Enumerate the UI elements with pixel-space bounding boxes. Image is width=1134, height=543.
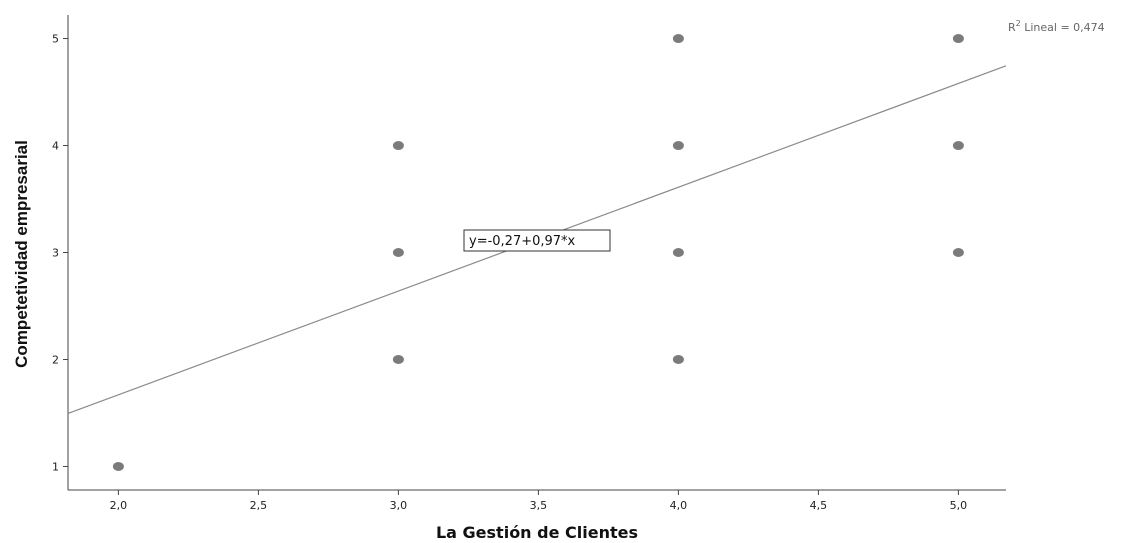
- x-tick-label: 4,0: [670, 499, 688, 512]
- x-ticks: 2,0 2,5 3,0 3,5 4,0 4,5 5,0: [110, 490, 968, 512]
- data-point: [392, 141, 404, 151]
- y-tick-label: 3: [52, 247, 59, 260]
- y-tick-label: 4: [52, 140, 59, 153]
- x-tick-label: 4,5: [810, 499, 828, 512]
- data-point: [112, 461, 124, 471]
- data-point: [392, 354, 404, 364]
- equation-text: y=-0,27+0,97*x: [469, 234, 576, 249]
- equation-box: [463, 229, 611, 252]
- x-axis-title: La Gestión de Clientes: [436, 523, 638, 542]
- data-point: [672, 141, 684, 151]
- x-tick-label: 3,5: [530, 499, 548, 512]
- data-point: [672, 354, 684, 364]
- data-point: [952, 34, 964, 44]
- x-tick-label: 5,0: [950, 499, 968, 512]
- r2-label: R2 Lineal = 0,474: [1008, 19, 1105, 34]
- data-point: [392, 248, 404, 257]
- y-axis-title: Competetividad empresarial: [12, 140, 31, 368]
- y-tick-label: 5: [52, 33, 59, 46]
- data-point: [952, 248, 964, 257]
- axes: [67, 15, 1006, 491]
- y-ticks: 1 2 3 4 5: [52, 33, 68, 473]
- data-point: [672, 34, 684, 44]
- x-tick-label: 3,0: [390, 499, 408, 512]
- y-tick-label: 2: [52, 353, 59, 366]
- data-point: [672, 248, 684, 257]
- x-tick-label: 2,0: [110, 499, 128, 512]
- y-tick-label: 1: [52, 460, 59, 473]
- points: [112, 34, 964, 471]
- x-tick-label: 2,5: [250, 499, 268, 512]
- data-point: [952, 141, 964, 151]
- equation-label: y=-0,27+0,97*x: [463, 229, 611, 252]
